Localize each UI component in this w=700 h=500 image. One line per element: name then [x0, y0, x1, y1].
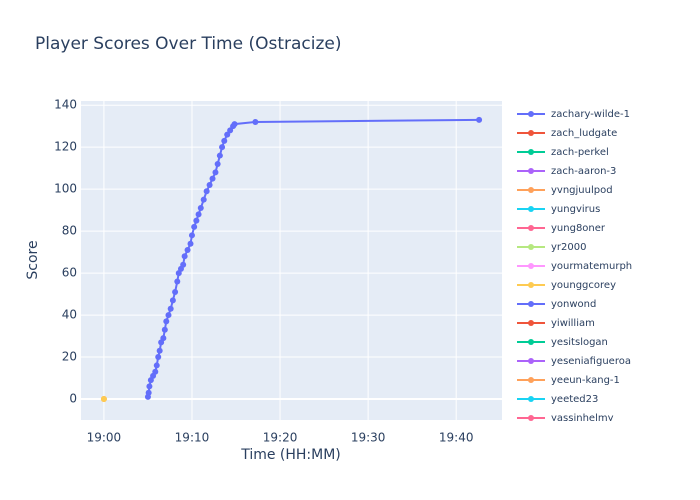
y-axis-title: Score: [25, 240, 41, 279]
legend-marker: [528, 396, 534, 402]
data-point: [206, 181, 213, 188]
y-tick-label: 40: [62, 308, 77, 322]
legend-marker: [528, 415, 534, 421]
data-point: [197, 205, 204, 212]
data-point: [476, 116, 483, 123]
legend-label: yourmatemurph: [551, 261, 632, 272]
legend-label: yeseniafigueroa: [551, 356, 631, 367]
data-point: [227, 127, 234, 134]
y-tick-label: 120: [54, 140, 77, 154]
data-point: [212, 169, 219, 176]
data-point: [167, 305, 174, 312]
data-point: [195, 211, 202, 218]
legend-marker: [528, 282, 534, 288]
legend-marker: [528, 130, 534, 136]
data-point: [203, 188, 210, 195]
data-point: [181, 253, 188, 260]
data-point: [180, 261, 187, 268]
data-point: [252, 118, 259, 125]
data-point: [191, 223, 198, 230]
x-tick-label: 19:20: [263, 431, 298, 445]
legend-marker: [528, 377, 534, 383]
legend-label: yvngjuulpod: [551, 185, 613, 196]
x-tick-label: 19:00: [87, 431, 122, 445]
legend: zachary-wilde-1 zach_ludgate zach-perkel za…: [517, 109, 632, 424]
data-point: [161, 326, 168, 333]
data-point: [174, 278, 181, 285]
y-tick-label: 140: [54, 98, 77, 112]
legend-label: yungvirus: [551, 204, 600, 215]
legend-marker: [528, 187, 534, 193]
legend-label: younggcorey: [551, 280, 616, 291]
data-point: [224, 131, 231, 138]
data-point: [187, 240, 194, 247]
data-point: [169, 297, 176, 304]
grid: [81, 101, 502, 420]
legend-marker: [528, 111, 534, 117]
data-point: [156, 347, 163, 354]
data-point: [146, 383, 153, 390]
x-tick-label: 19:40: [439, 431, 474, 445]
data-point: [100, 396, 107, 403]
y-tick-label: 60: [62, 266, 77, 280]
legend-label: zach_ludgate: [551, 128, 617, 139]
y-tick-label: 20: [62, 350, 77, 364]
data-point: [160, 335, 167, 342]
legend-marker: [528, 263, 534, 269]
legend-marker: [528, 320, 534, 326]
legend-label: yeeun-kang-1: [551, 375, 620, 386]
legend-marker: [528, 225, 534, 231]
legend-label: zach-aaron-3: [551, 166, 616, 177]
legend-label: zachary-wilde-1: [551, 109, 630, 120]
data-point: [188, 232, 195, 239]
legend-label: yiwilliam: [551, 318, 595, 329]
data-point: [193, 217, 200, 224]
legend-label: yassinhelmy: [551, 413, 614, 424]
x-axis-title: Time (HH:MM): [240, 447, 341, 463]
data-point: [216, 152, 223, 159]
data-point: [231, 121, 238, 128]
legend-marker: [528, 206, 534, 212]
data-point: [219, 144, 226, 151]
legend-label: yesitslogan: [551, 337, 608, 348]
data-point: [152, 368, 159, 375]
data-point: [163, 318, 170, 325]
data-point: [221, 137, 228, 144]
plot-area: [100, 116, 483, 403]
x-tick-label: 19:30: [351, 431, 386, 445]
data-point: [165, 312, 172, 319]
data-point: [153, 362, 160, 369]
chart-title: Player Scores Over Time (Ostracize): [35, 34, 342, 54]
legend-label: yeeted23: [551, 394, 598, 405]
data-point: [209, 175, 216, 182]
y-tick-label: 80: [62, 224, 77, 238]
plot-background: [81, 101, 502, 420]
data-point: [155, 354, 162, 361]
y-tick-label: 100: [54, 182, 77, 196]
legend-marker: [528, 339, 534, 345]
legend-marker: [528, 244, 534, 250]
legend-label: yung8oner: [551, 223, 606, 234]
y-tick-label: 0: [69, 392, 77, 406]
data-point: [172, 288, 179, 295]
legend-marker: [528, 301, 534, 307]
legend-label: yr2000: [551, 242, 586, 253]
legend-marker: [528, 149, 534, 155]
data-point: [145, 389, 152, 396]
data-point: [214, 160, 221, 167]
data-point: [184, 247, 191, 254]
legend-marker: [528, 358, 534, 364]
x-tick-label: 19:10: [175, 431, 210, 445]
legend-label: zach-perkel: [551, 147, 609, 158]
data-point: [200, 196, 207, 203]
legend-label: yonwond: [551, 299, 596, 310]
legend-marker: [528, 168, 534, 174]
